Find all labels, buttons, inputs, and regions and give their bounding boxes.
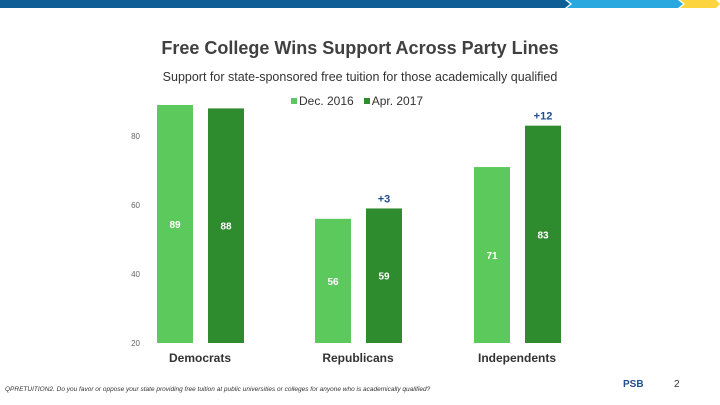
x-category-label: Democrats xyxy=(169,351,231,365)
bar-democrats-dec xyxy=(157,104,193,343)
bar-independents-apr xyxy=(525,125,561,344)
chart-subtitle: Support for state-sponsored free tuition… xyxy=(162,70,558,84)
top-decorative-bar xyxy=(0,0,720,8)
data-label: 89 xyxy=(169,220,181,231)
data-label: 71 xyxy=(486,251,498,262)
bar-independents-dec xyxy=(474,167,510,343)
chart-title: Free College Wins Support Across Party L… xyxy=(161,38,559,58)
y-tick-label: 20 xyxy=(131,339,140,348)
bar-democrats-apr xyxy=(208,108,244,344)
y-tick-label: 40 xyxy=(131,270,140,279)
bar-republicans-apr xyxy=(366,208,402,343)
change-label: +12 xyxy=(534,111,553,123)
psb-logo: PSB xyxy=(623,379,644,390)
data-label: 83 xyxy=(537,230,549,241)
x-category-label: Independents xyxy=(478,351,556,365)
page-number: 2 xyxy=(674,379,680,390)
legend: Dec. 2016 Apr. 2017 xyxy=(291,94,423,108)
x-category-label: Republicans xyxy=(322,351,394,365)
footnote: QPRETUITION2. Do you favor or oppose you… xyxy=(5,386,431,393)
bar-republicans-dec xyxy=(315,218,351,343)
data-label: 59 xyxy=(378,272,390,283)
data-label: 88 xyxy=(220,222,232,233)
legend-label: Apr. 2017 xyxy=(371,94,424,108)
legend-label: Dec. 2016 xyxy=(299,94,354,108)
y-tick-label: 60 xyxy=(131,201,140,210)
change-label: +3 xyxy=(378,193,391,205)
legend-item-dec: Dec. 2016 xyxy=(291,94,354,108)
data-label: 56 xyxy=(327,277,339,288)
y-tick-label: 80 xyxy=(131,132,140,141)
legend-item-apr: Apr. 2017 xyxy=(363,94,424,108)
